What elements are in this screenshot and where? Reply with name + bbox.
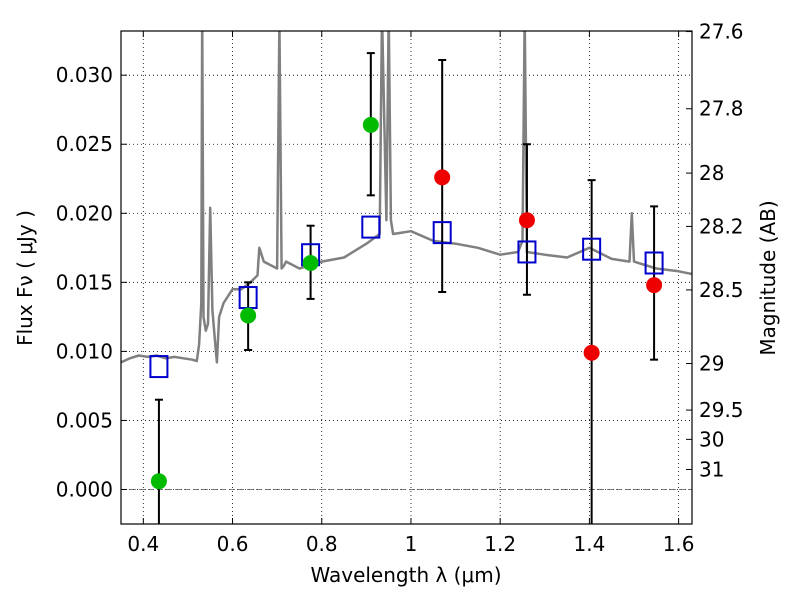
axis-ticks — [121, 31, 692, 524]
red-point — [518, 212, 535, 229]
x-tick-label: 1.2 — [484, 532, 516, 556]
template-photometry-square — [517, 240, 537, 264]
green-point — [240, 307, 257, 324]
green-point — [150, 473, 167, 490]
mag-tick-label: 28.5 — [699, 278, 744, 302]
mag-tick-label: 30 — [699, 427, 724, 451]
x-tick-label: 0.4 — [127, 532, 159, 556]
template-photometry-square — [361, 215, 381, 239]
y-tick-label: 0.015 — [56, 270, 113, 294]
template-photometry-square — [432, 221, 452, 245]
template-photometry-square — [149, 355, 169, 379]
mag-tick-label: 27.8 — [699, 97, 744, 121]
mag-tick-label: 31 — [699, 457, 724, 481]
y-tick-label: 0.005 — [56, 408, 113, 432]
mag-tick-label: 28.2 — [699, 214, 744, 238]
x-tick-label: 0.6 — [217, 532, 249, 556]
mag-tick-label: 29 — [699, 352, 724, 376]
red-point — [583, 344, 600, 361]
plot-area — [121, 31, 692, 524]
y-tick-label: 0.020 — [56, 201, 113, 225]
red-point — [434, 169, 451, 186]
template-photometry-square — [644, 251, 664, 275]
x-tick-label: 0.8 — [306, 532, 338, 556]
green-point — [362, 116, 379, 133]
mag-tick-label: 29.5 — [699, 398, 744, 422]
tick-labels: 0.4 0.6 0.8 1 1.2 1.4 1.6 0.000 0.005 0.010 0.015 0… — [56, 20, 744, 556]
y-tick-label: 0.010 — [56, 339, 113, 363]
x-axis-label: Wavelength λ (μm) — [310, 563, 501, 587]
mag-tick-label: 28 — [699, 161, 724, 185]
x-tick-label: 1.4 — [573, 532, 605, 556]
y-axis-label-right: Magnitude (AB) — [756, 200, 780, 355]
y-tick-label: 0.000 — [56, 477, 113, 501]
y-tick-label: 0.025 — [56, 132, 113, 156]
template-spectrum-line — [121, 31, 692, 364]
red-point — [646, 277, 663, 294]
template-photometry-square — [582, 237, 602, 261]
axes-frame — [120, 30, 693, 525]
y-tick-label: 0.030 — [56, 63, 113, 87]
grid-lines — [121, 31, 692, 524]
x-tick-label: 1 — [405, 532, 418, 556]
mag-tick-label: 27.6 — [699, 20, 744, 44]
y-axis-label-left: Flux Fν ( μJy ) — [13, 210, 37, 346]
green-point — [302, 255, 319, 271]
x-tick-label: 1.6 — [663, 532, 695, 556]
